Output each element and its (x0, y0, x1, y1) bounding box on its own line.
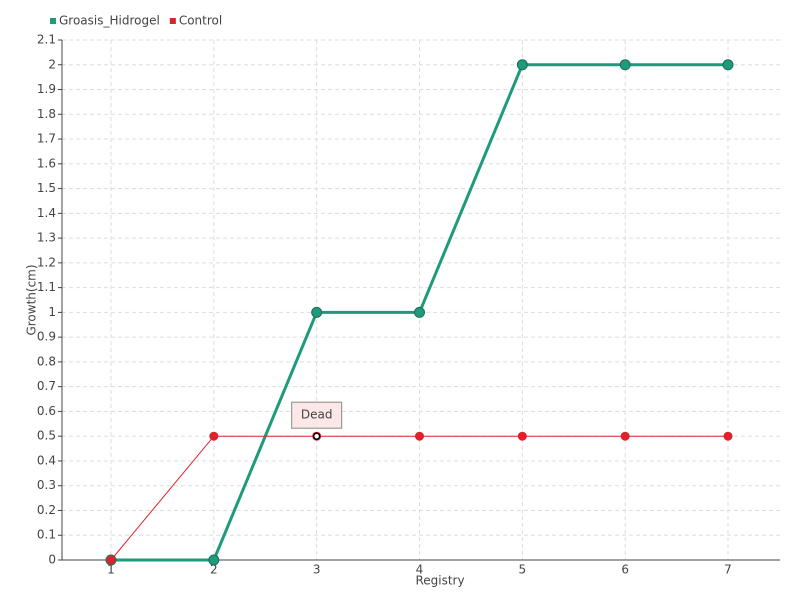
y-axis-label: Growth(cm) (25, 264, 39, 335)
y-tick-label: 1.5 (37, 181, 56, 195)
y-tick-label: 1.7 (37, 132, 56, 146)
y-tick-label: 1.3 (37, 231, 56, 245)
x-tick-label: 4 (416, 563, 424, 577)
legend-label: Groasis_Hidrogel (59, 14, 160, 28)
data-point (209, 431, 219, 441)
legend-label: Control (179, 14, 222, 28)
data-point (620, 431, 630, 441)
y-tick-label: 1.2 (37, 255, 56, 269)
y-tick-label: 0.8 (37, 354, 56, 368)
x-tick-label: 5 (519, 563, 527, 577)
x-tick-label: 6 (621, 563, 629, 577)
data-point (517, 431, 527, 441)
data-point (722, 59, 734, 71)
y-tick-label: 0.5 (37, 429, 56, 443)
data-point (106, 555, 116, 565)
data-point (619, 59, 631, 71)
y-tick-label: 1.4 (37, 206, 56, 220)
annotated-point (312, 432, 321, 440)
annotation-text: Dead (301, 408, 333, 422)
y-tick-label: 1.8 (37, 107, 56, 121)
y-tick-label: 0.1 (37, 528, 56, 542)
legend-swatch (169, 18, 176, 24)
annotation-box (291, 401, 343, 429)
data-point (516, 59, 528, 71)
y-tick-label: 0.4 (37, 453, 56, 467)
y-tick-label: 0.2 (37, 503, 56, 517)
y-tick-label: 2 (48, 57, 56, 71)
data-point (723, 431, 733, 441)
y-tick-label: 1.6 (37, 156, 56, 170)
y-tick-label: 1.9 (37, 82, 56, 96)
x-axis-label: Registry (415, 574, 464, 588)
x-tick-label: 1 (107, 563, 115, 577)
data-point (208, 554, 220, 566)
y-tick-label: 0.3 (37, 478, 56, 492)
x-tick-label: 3 (313, 563, 321, 577)
y-tick-label: 1 (48, 305, 56, 319)
x-tick-label: 7 (724, 563, 732, 577)
y-tick-label: 0.6 (37, 404, 56, 418)
y-tick-label: 0.7 (37, 379, 56, 393)
y-tick-label: 2.1 (37, 33, 56, 47)
y-tick-label: 1.1 (37, 280, 56, 294)
data-point (415, 431, 424, 441)
data-point (311, 306, 323, 318)
y-tick-label: 0.9 (37, 330, 56, 344)
legend-swatch (50, 18, 56, 24)
data-point (414, 306, 425, 318)
x-tick-label: 2 (210, 563, 218, 577)
y-tick-label: 0 (48, 553, 56, 567)
